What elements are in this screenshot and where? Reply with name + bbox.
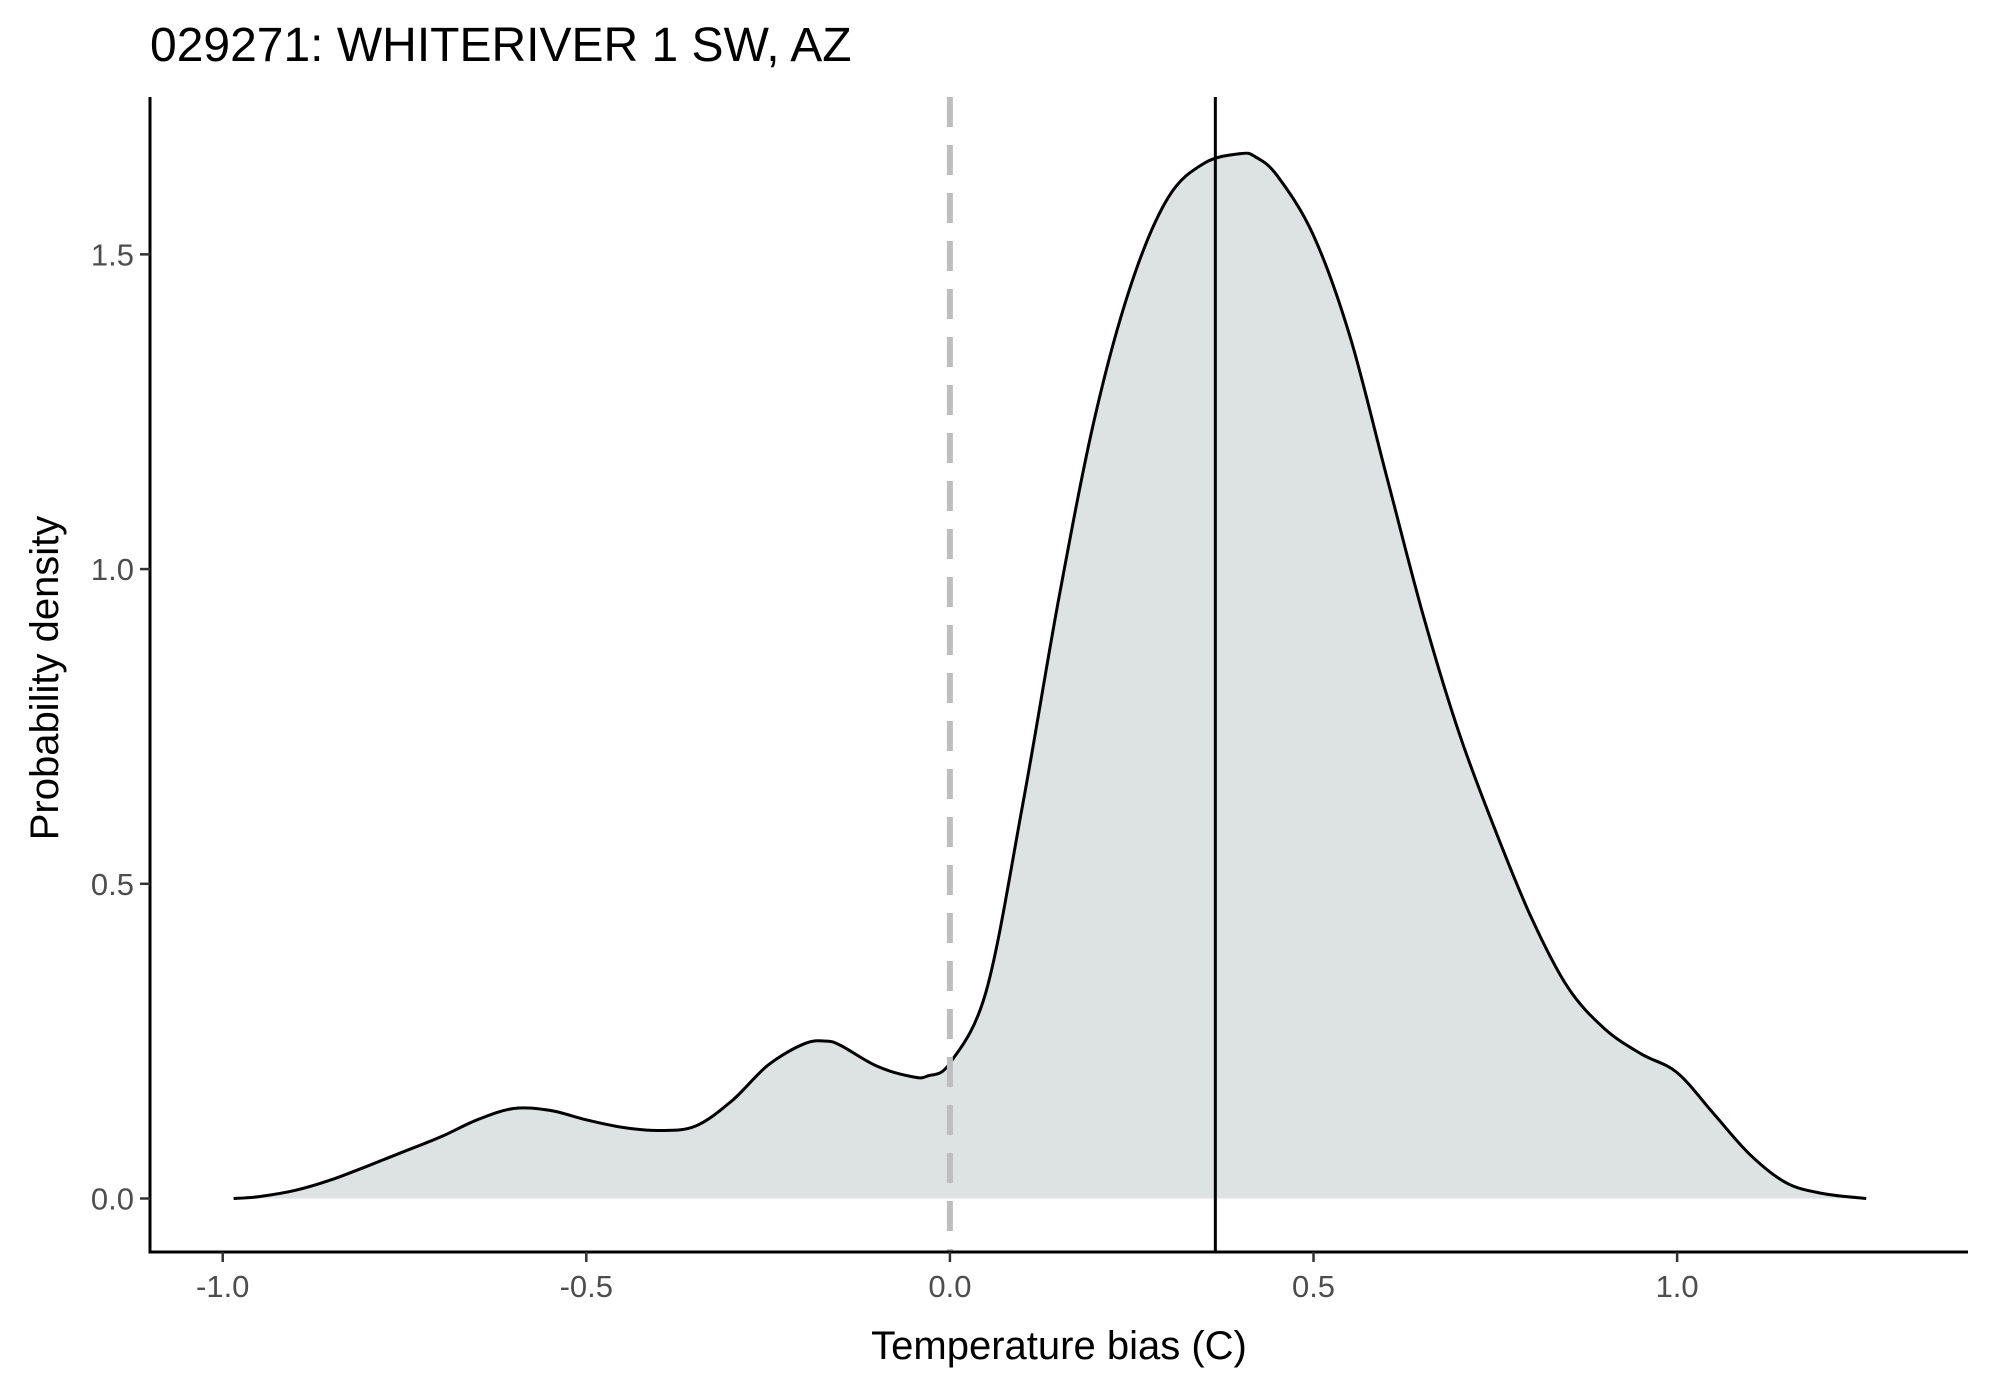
y-tick-label: 0.5 — [91, 867, 134, 902]
y-axis-label: Probability density — [23, 516, 67, 841]
x-tick-label: 0.5 — [1292, 1269, 1335, 1304]
plot-area — [233, 97, 1867, 1252]
x-tick-label: -1.0 — [196, 1269, 249, 1304]
y-tick-label: 1.5 — [91, 237, 134, 272]
x-tick-label: -0.5 — [560, 1269, 613, 1304]
density-curve-0 — [233, 151, 1867, 1200]
y-tick-label: 1.0 — [91, 552, 134, 587]
x-axis-label: Temperature bias (C) — [871, 1324, 1247, 1368]
x-tick-label: 0.0 — [928, 1269, 971, 1304]
y-tick-label: 0.0 — [91, 1181, 134, 1216]
x-tick-label: 1.0 — [1656, 1269, 1699, 1304]
density-area-0 — [233, 153, 1867, 1199]
chart-title: 029271: WHITERIVER 1 SW, AZ — [150, 19, 852, 72]
axes: -1.0 -0.5 0.0 0.5 1.0 0.0 0.5 1.0 1.5 — [91, 97, 1968, 1304]
